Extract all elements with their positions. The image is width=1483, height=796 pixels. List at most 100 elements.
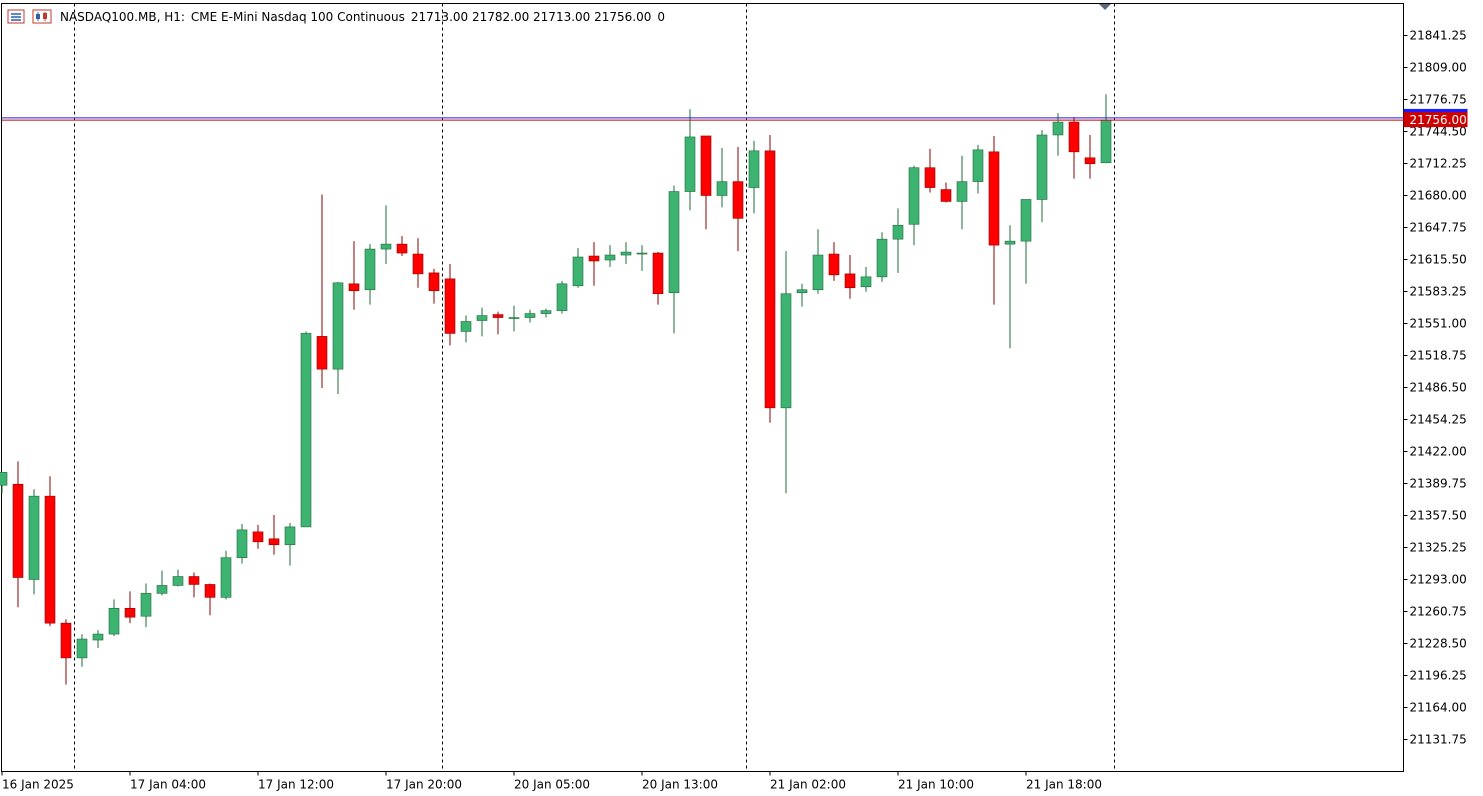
candle[interactable] bbox=[316, 194, 328, 388]
candle[interactable] bbox=[732, 146, 744, 252]
candle[interactable] bbox=[844, 255, 856, 299]
candle[interactable] bbox=[636, 245, 648, 271]
candle[interactable] bbox=[92, 630, 104, 648]
candle[interactable] bbox=[460, 315, 472, 343]
candle[interactable] bbox=[956, 155, 968, 230]
candle-body bbox=[828, 253, 840, 276]
candle[interactable] bbox=[700, 135, 712, 230]
candle[interactable] bbox=[892, 208, 904, 273]
candle[interactable] bbox=[540, 308, 552, 318]
candle[interactable] bbox=[236, 523, 248, 564]
candle-body bbox=[572, 256, 584, 287]
candle[interactable] bbox=[380, 205, 392, 264]
candle-body bbox=[348, 283, 360, 292]
chart-menu-icon[interactable] bbox=[7, 9, 25, 24]
candle[interactable] bbox=[748, 140, 760, 214]
candle[interactable] bbox=[1020, 199, 1032, 284]
candle[interactable] bbox=[204, 583, 216, 616]
candle[interactable] bbox=[108, 599, 120, 637]
candle[interactable] bbox=[524, 309, 536, 323]
candle-body bbox=[268, 538, 280, 546]
candle[interactable] bbox=[76, 634, 88, 667]
candle-body bbox=[124, 607, 136, 618]
svg-text:NASDAQ100.MB, H1:CME E-Mini Na: NASDAQ100.MB, H1: CME E-Mini Nasdaq 100 C… bbox=[60, 10, 665, 24]
candle[interactable] bbox=[476, 307, 488, 337]
candle[interactable] bbox=[1036, 130, 1048, 223]
candle[interactable] bbox=[924, 148, 936, 193]
candle[interactable] bbox=[156, 570, 168, 596]
candle[interactable] bbox=[604, 245, 616, 267]
candle[interactable] bbox=[140, 583, 152, 628]
candle-body bbox=[76, 638, 88, 659]
candle[interactable] bbox=[252, 524, 264, 549]
candle[interactable] bbox=[812, 229, 824, 294]
price-tick-label: 21809.00 bbox=[1410, 61, 1467, 75]
candle[interactable] bbox=[188, 572, 200, 598]
candle[interactable] bbox=[364, 244, 376, 305]
candle[interactable] bbox=[796, 283, 808, 307]
candle-body bbox=[44, 495, 56, 624]
candle[interactable] bbox=[860, 266, 872, 292]
candle[interactable] bbox=[444, 263, 456, 346]
candle[interactable] bbox=[572, 248, 584, 288]
price-tick-label: 21712.25 bbox=[1410, 157, 1467, 171]
candle[interactable] bbox=[348, 241, 360, 310]
candle-body bbox=[732, 181, 744, 219]
candle[interactable] bbox=[124, 591, 136, 624]
candle[interactable] bbox=[620, 242, 632, 264]
candle[interactable] bbox=[268, 515, 280, 555]
candle-body bbox=[748, 150, 760, 188]
candle[interactable] bbox=[44, 476, 56, 627]
candle[interactable] bbox=[0, 472, 8, 494]
candle[interactable] bbox=[940, 182, 952, 203]
candle[interactable] bbox=[780, 251, 792, 494]
candle[interactable] bbox=[412, 238, 424, 288]
candle[interactable] bbox=[828, 242, 840, 281]
candle[interactable] bbox=[1068, 117, 1080, 179]
time-tick-label: 17 Jan 12:00 bbox=[258, 778, 334, 792]
candle[interactable] bbox=[284, 522, 296, 566]
candle-body bbox=[636, 252, 648, 255]
candle-body bbox=[892, 224, 904, 240]
candle[interactable] bbox=[332, 281, 344, 394]
candle[interactable] bbox=[876, 232, 888, 282]
candle-body bbox=[204, 584, 216, 598]
candle[interactable] bbox=[300, 331, 312, 528]
candle[interactable] bbox=[716, 147, 728, 208]
candle-body bbox=[460, 321, 472, 332]
candles-layer[interactable] bbox=[0, 94, 1112, 685]
price-tick-label: 21647.75 bbox=[1410, 221, 1467, 235]
candle[interactable] bbox=[60, 619, 72, 685]
candle-body bbox=[236, 529, 248, 558]
candle[interactable] bbox=[12, 461, 24, 608]
candle[interactable] bbox=[28, 489, 40, 595]
candle[interactable] bbox=[428, 268, 440, 304]
candle[interactable] bbox=[972, 144, 984, 194]
candle-body bbox=[524, 313, 536, 318]
shift-marker-icon[interactable] bbox=[1099, 4, 1111, 10]
candle-body bbox=[1004, 240, 1016, 245]
candle[interactable] bbox=[588, 242, 600, 286]
candle[interactable] bbox=[764, 134, 776, 423]
candle[interactable] bbox=[172, 569, 184, 587]
time-axis[interactable]: 16 Jan 2025 17 Jan 04:00 17 Jan 12:00 17 Ja… bbox=[1, 771, 1102, 792]
candle[interactable] bbox=[508, 305, 520, 332]
candle[interactable] bbox=[908, 165, 920, 246]
candle[interactable] bbox=[220, 550, 232, 600]
candles-icon[interactable] bbox=[32, 9, 52, 24]
candle[interactable] bbox=[1004, 225, 1016, 349]
candle-body bbox=[1068, 121, 1080, 153]
candle[interactable] bbox=[668, 185, 680, 334]
candle[interactable] bbox=[1084, 134, 1096, 179]
candle[interactable] bbox=[684, 109, 696, 211]
candle-body bbox=[556, 283, 568, 311]
candle[interactable] bbox=[396, 236, 408, 257]
candle[interactable] bbox=[652, 252, 664, 305]
candle[interactable] bbox=[988, 135, 1000, 305]
candle[interactable] bbox=[492, 311, 504, 335]
price-axis[interactable]: 21841.25 21809.00 21776.75 21744.50 21712.25… bbox=[1403, 29, 1468, 747]
candle-body bbox=[380, 243, 392, 250]
candle[interactable] bbox=[556, 280, 568, 314]
price-tick-label: 21454.25 bbox=[1410, 413, 1467, 427]
